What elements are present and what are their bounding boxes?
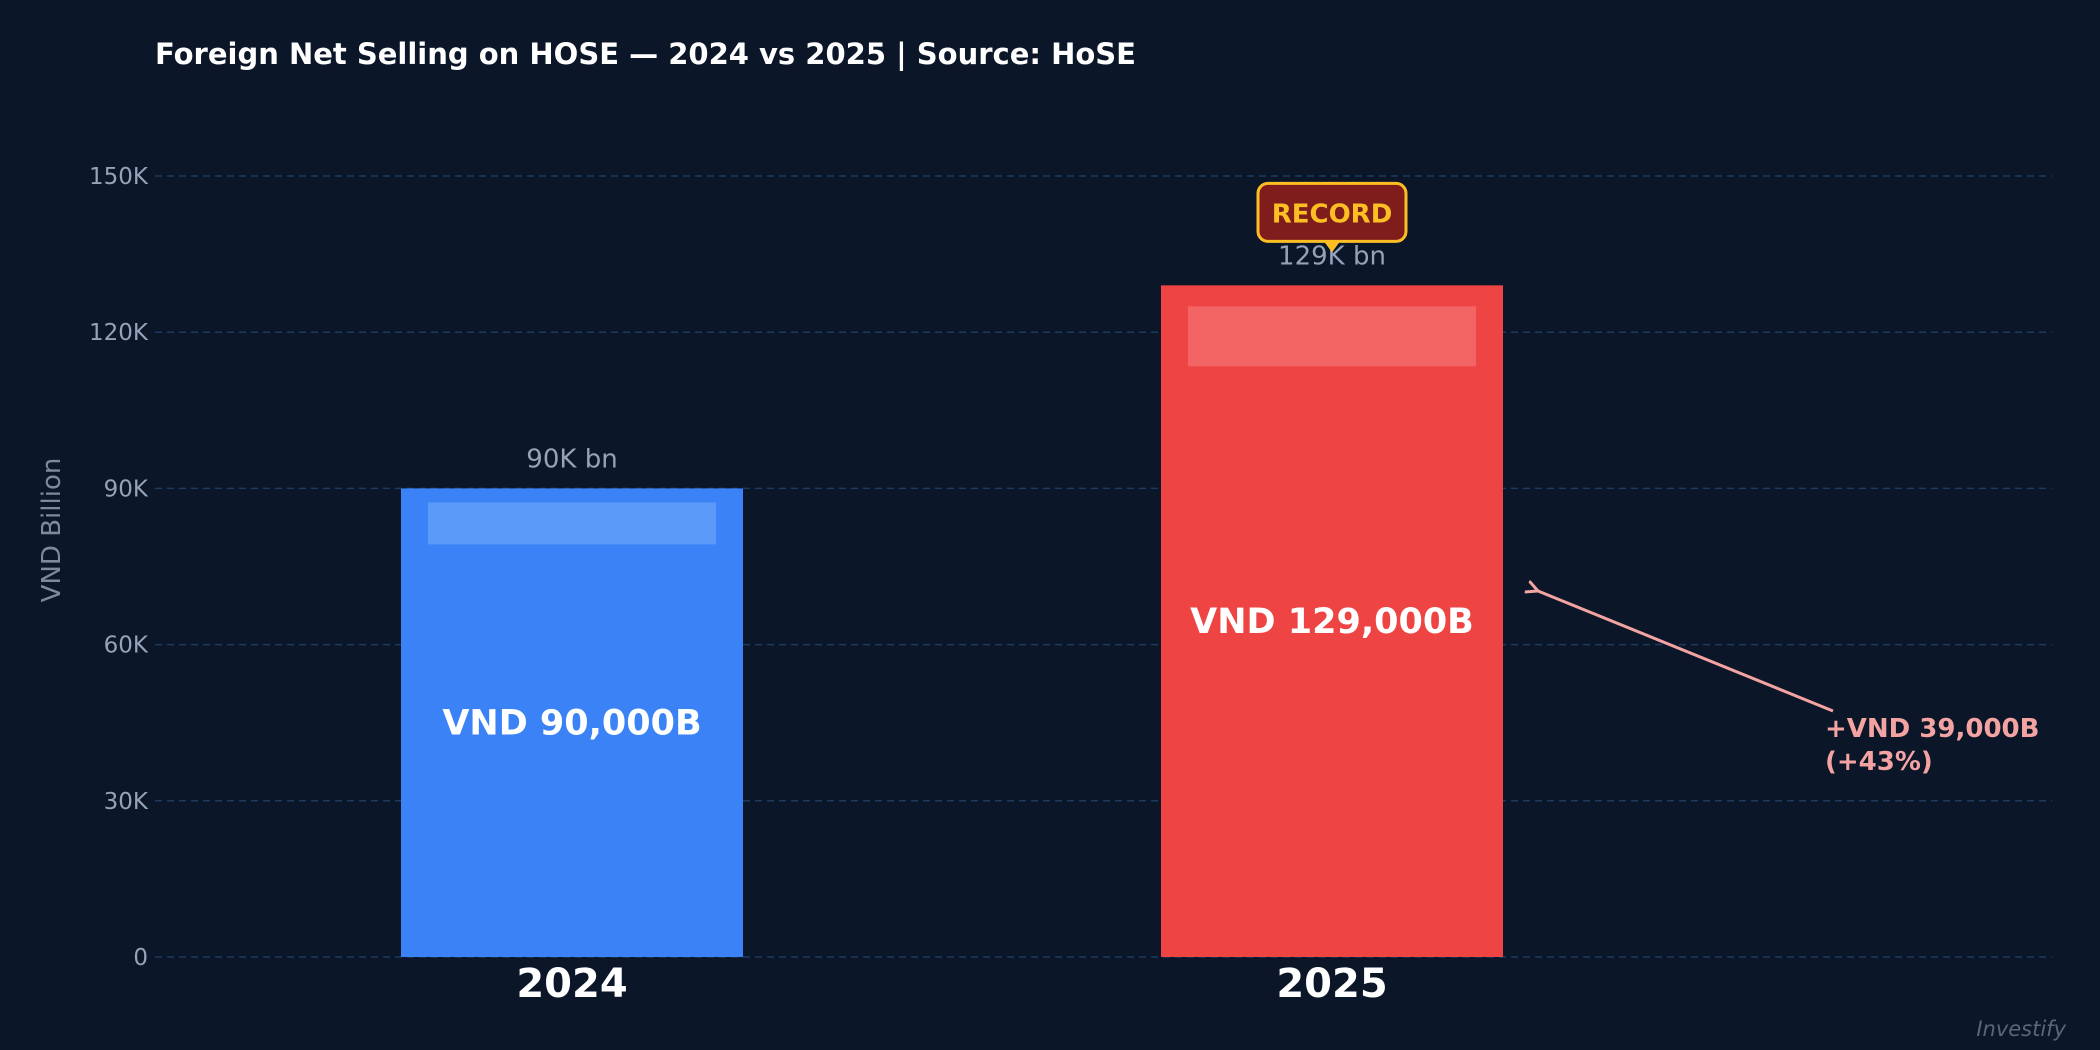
bar-highlight-2024: [428, 502, 716, 545]
y-tick-labels: 0 30K 60K 90K 120K 150K: [89, 164, 149, 971]
y-tick-label-4: 120K: [89, 320, 149, 346]
y-tick-label-0: 0: [133, 945, 148, 971]
record-badge-text: RECORD: [1272, 199, 1393, 229]
y-tick-label-1: 30K: [104, 789, 149, 815]
y-tick-label-2: 60K: [104, 633, 149, 659]
growth-annotation: +VND 39,000B(+43%): [1538, 591, 2039, 777]
bar-inner-label-2025: VND 129,000B: [1190, 602, 1474, 642]
y-axis-title: VND Billion: [37, 458, 67, 603]
watermark: Investify: [1976, 1017, 2066, 1041]
annotation-line-0: +VND 39,000B: [1825, 714, 2039, 744]
category-label-2025: 2025: [1276, 961, 1387, 1007]
y-tick-label-5: 150K: [89, 164, 149, 190]
record-badge: RECORD: [1256, 181, 1408, 253]
y-tick-label-3: 90K: [104, 476, 149, 502]
bars: [401, 285, 1503, 958]
chart-title: Foreign Net Selling on HOSE — 2024 vs 20…: [155, 37, 1136, 71]
bar-inner-label-2024: VND 90,000B: [442, 704, 701, 744]
bar-2025: [1161, 285, 1503, 958]
bar-2024: [401, 488, 743, 957]
annotation-arrow: [1538, 591, 1834, 713]
bar-highlight-2025: [1188, 306, 1476, 367]
record-badge-pointer: [1324, 241, 1340, 253]
bar-top-label-2024: 90K bn: [526, 444, 617, 474]
annotation-line-1: (+43%): [1825, 747, 1933, 777]
category-label-2024: 2024: [516, 961, 627, 1007]
